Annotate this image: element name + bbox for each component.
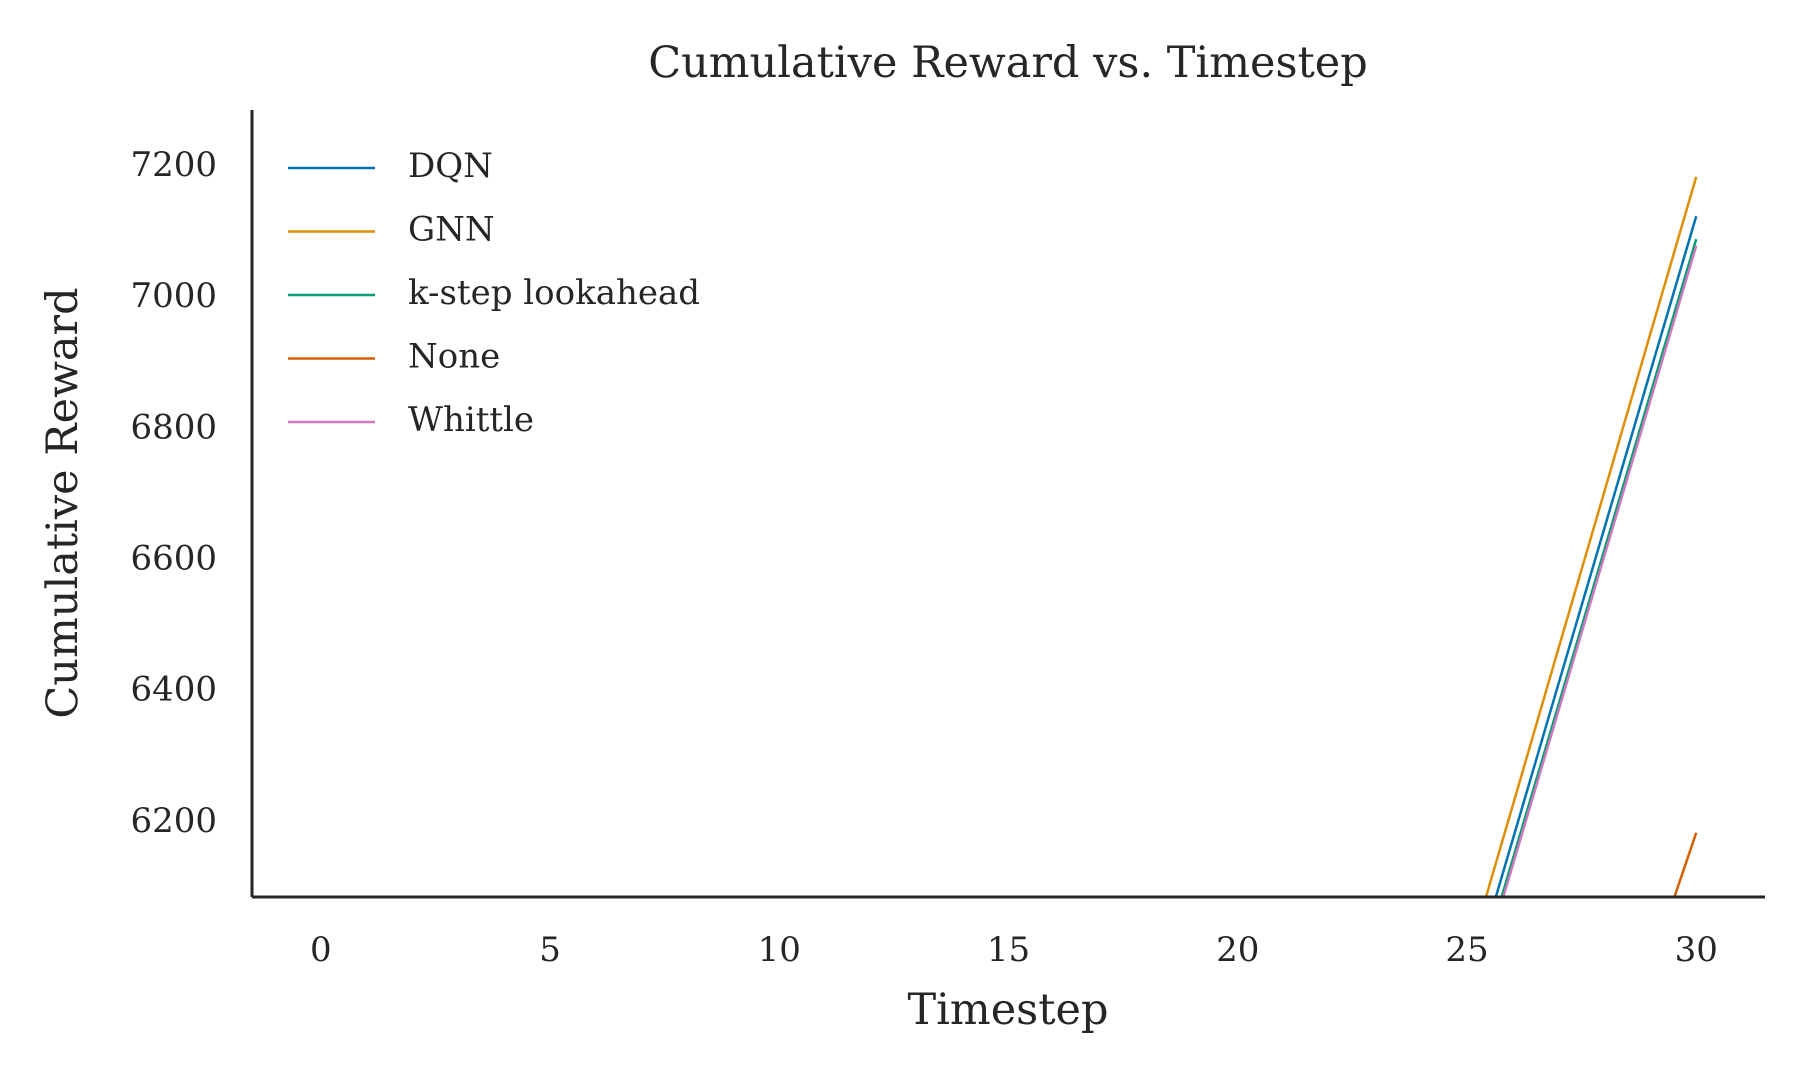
legend-label: GNN — [408, 210, 495, 250]
x-tick-label: 30 — [1675, 930, 1718, 970]
x-tick-label: 15 — [987, 930, 1030, 970]
legend-label: k-step lookahead — [408, 273, 700, 313]
y-tick-label: 7000 — [130, 276, 217, 316]
x-tick-label: 5 — [539, 930, 561, 970]
legend-label: Whittle — [408, 400, 534, 440]
y-tick-label: 6400 — [130, 670, 217, 710]
chart-title: Cumulative Reward vs. Timestep — [648, 38, 1368, 88]
y-tick-label: 6600 — [130, 539, 217, 579]
y-axis-label: Cumulative Reward — [38, 287, 88, 718]
x-tick-label: 10 — [758, 930, 801, 970]
legend-label: None — [408, 337, 500, 377]
y-tick-label: 7200 — [130, 145, 217, 185]
x-tick-label: 0 — [310, 930, 332, 970]
x-tick-label: 20 — [1216, 930, 1259, 970]
x-axis-label: Timestep — [908, 985, 1109, 1035]
y-tick-label: 6800 — [130, 407, 217, 447]
x-tick-label: 25 — [1445, 930, 1488, 970]
legend-label: DQN — [408, 146, 493, 186]
y-tick-label: 6200 — [130, 801, 217, 841]
